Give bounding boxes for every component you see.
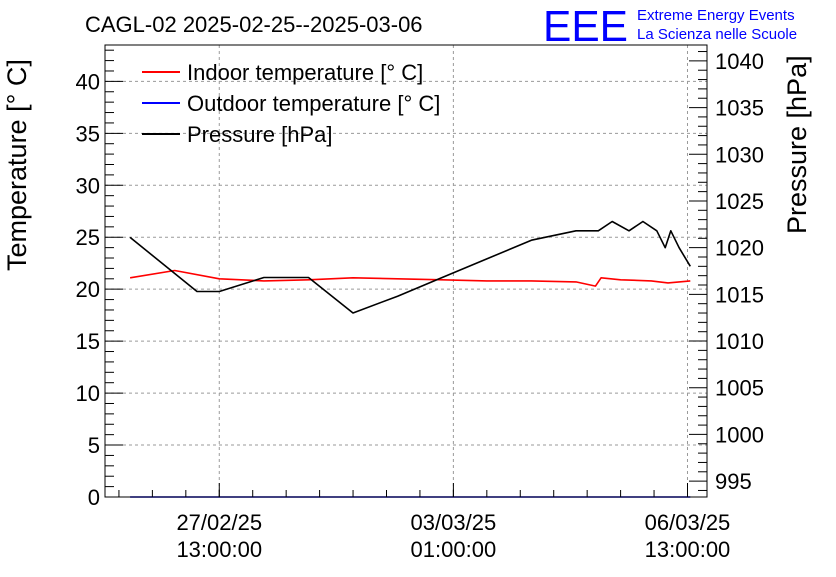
y-tick-label: 25 [76,225,100,250]
x-tick-label-date: 27/02/25 [176,510,262,535]
y2-tick-label: 1020 [715,236,764,261]
legend: Indoor temperature [° C] Outdoor tempera… [142,60,440,147]
y2-tick-label: 995 [715,469,752,494]
axis-layer: 0510152025303540995100010051010101510201… [76,49,764,562]
y-tick-label: 15 [76,329,100,354]
x-tick-label-time: 13:00:00 [176,537,262,562]
logo-subtitle-2: La Scienza nelle Scuole [637,26,797,43]
indoor-temperature-line [129,269,691,287]
y2-tick-label: 1035 [715,96,764,121]
legend-label-outdoor: Outdoor temperature [° C] [187,91,440,116]
x-tick-label-time: 13:00:00 [645,537,731,562]
y2-tick-label: 1025 [715,189,764,214]
y-tick-label: 35 [76,121,100,146]
y2-tick-label: 1040 [715,49,764,74]
y-tick-label: 40 [76,69,100,94]
pressure-line [129,220,691,314]
chart-title: CAGL-02 2025-02-25--2025-03-06 [85,12,423,37]
y-tick-label: 10 [76,381,100,406]
y2-tick-label: 1030 [715,142,764,167]
y-tick-label: 30 [76,173,100,198]
y-tick-label: 0 [88,485,100,510]
legend-label-indoor: Indoor temperature [° C] [187,60,423,85]
y2-tick-label: 1000 [715,422,764,447]
y-tick-label: 5 [88,433,100,458]
plot-frame [104,44,708,498]
x-tick-label-time: 01:00:00 [411,537,497,562]
y2-tick-label: 1005 [715,376,764,401]
eee-logo: EEE [543,2,628,51]
y2-tick-label: 1010 [715,329,764,354]
y2-axis-label: Pressure [hPa] [782,55,812,234]
y2-tick-label: 1015 [715,282,764,307]
grid-layer [105,45,707,497]
legend-label-pressure: Pressure [hPa] [187,122,333,147]
logo-subtitle-1: Extreme Energy Events [637,7,795,24]
x-tick-label-date: 03/03/25 [411,510,497,535]
x-tick-label-date: 06/03/25 [645,510,731,535]
y-axis-label: Temperature [° C] [2,59,32,271]
y-tick-label: 20 [76,277,100,302]
